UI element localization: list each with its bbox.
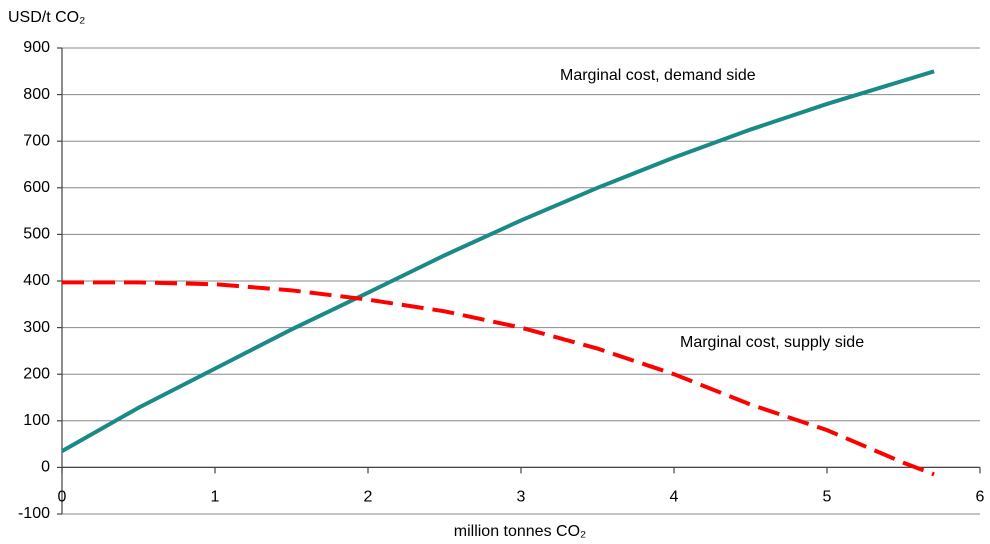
y-tick-label: 300 <box>23 319 50 336</box>
y-tick-label: 400 <box>23 272 50 289</box>
x-tick-label: 0 <box>58 489 67 506</box>
x-tick-label: 3 <box>517 489 526 506</box>
y-tick-label: 100 <box>23 412 50 429</box>
y-tick-label: 600 <box>23 179 50 196</box>
series-line <box>62 280 935 477</box>
y-tick-label: 900 <box>23 39 50 56</box>
x-tick-label: 5 <box>823 489 832 506</box>
x-axis-label: million tonnes CO₂ <box>454 523 586 540</box>
y-tick-label: 0 <box>41 459 50 476</box>
x-tick-label: 4 <box>670 489 679 506</box>
annotation: Marginal cost, supply side <box>680 334 864 351</box>
y-tick-label: -100 <box>18 505 50 522</box>
x-tick-label: 2 <box>364 489 373 506</box>
y-tick-label: 500 <box>23 226 50 243</box>
annotation: Marginal cost, demand side <box>560 67 756 84</box>
series-line <box>61 69 935 453</box>
y-tick-label: 200 <box>23 365 50 382</box>
y-axis-label: USD/t CO₂ <box>8 9 85 26</box>
y-tick-label: 700 <box>23 132 50 149</box>
x-tick-label: 6 <box>976 489 985 506</box>
x-tick-label: 1 <box>211 489 220 506</box>
y-tick-label: 800 <box>23 86 50 103</box>
